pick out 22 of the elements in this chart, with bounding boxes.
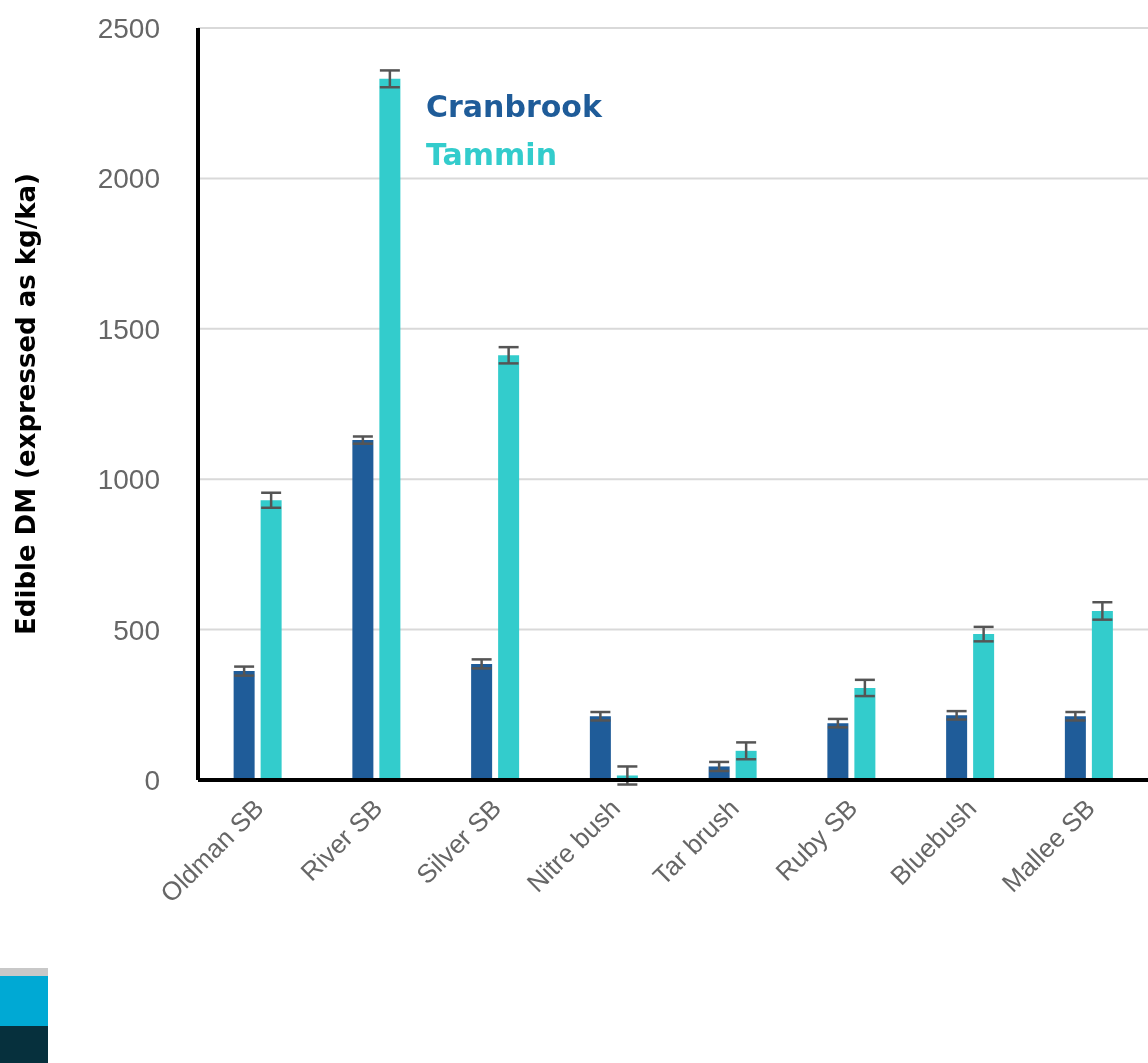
y-tick-label: 2000 (97, 163, 160, 195)
bar (854, 687, 876, 780)
y-tick-label: 1500 (97, 313, 160, 345)
bar (589, 716, 611, 780)
bar (827, 723, 849, 780)
y-tick-label: 2500 (97, 12, 160, 44)
bar (498, 355, 520, 780)
bar (379, 78, 401, 780)
y-axis-title: Edible DM (expressed as kg/ka) (11, 173, 42, 635)
bar (471, 663, 493, 780)
series-label: Tammin (426, 136, 558, 174)
text: Cranbrook (426, 88, 602, 126)
y-tick-label: 500 (113, 614, 160, 646)
bar (946, 715, 968, 780)
bar (260, 500, 282, 780)
bar (352, 440, 374, 780)
bar (973, 634, 995, 780)
bar (1091, 610, 1113, 780)
bar (1064, 716, 1086, 780)
y-tick-label: 0 (144, 764, 160, 796)
bar (233, 671, 255, 780)
y-tick-label: 1000 (97, 464, 160, 496)
